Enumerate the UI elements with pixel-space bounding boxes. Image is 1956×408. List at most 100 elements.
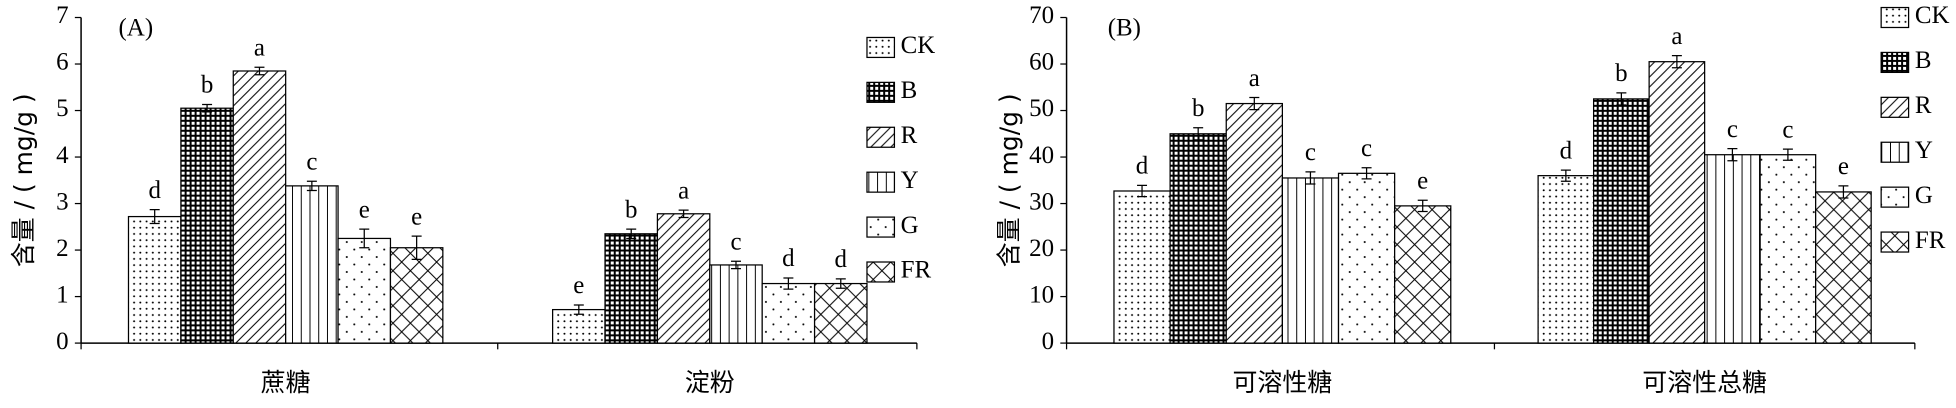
error-bar [678, 209, 689, 219]
y-tick-label: 0 [56, 328, 68, 355]
bar [232, 70, 287, 344]
significance-label: c [1361, 135, 1372, 162]
error-bar [1193, 127, 1204, 141]
legend-label: Y [1915, 137, 1933, 164]
legend-swatch [866, 171, 896, 193]
significance-label: c [730, 228, 741, 255]
error-bar [411, 235, 422, 260]
y-tick-label: 2 [56, 235, 68, 262]
bar [1592, 98, 1650, 344]
y-tick-label: 5 [56, 95, 68, 122]
significance-label: b [1615, 60, 1627, 87]
bar [1394, 205, 1452, 344]
error-bar [306, 180, 317, 192]
legend-label: G [901, 212, 919, 239]
significance-label: a [254, 35, 265, 62]
significance-label: e [1838, 153, 1849, 180]
error-bar [1361, 167, 1372, 180]
error-bar [1417, 199, 1428, 213]
error-bar [1782, 148, 1793, 161]
error-bar [149, 208, 160, 225]
error-bar [1137, 184, 1148, 198]
significance-label: a [678, 177, 689, 204]
error-bar [573, 304, 584, 315]
error-bar [202, 103, 213, 113]
legend-label: G [1915, 182, 1933, 209]
error-bar [1671, 55, 1682, 69]
legend-label: B [901, 77, 918, 104]
significance-label: e [359, 196, 370, 223]
bar [656, 213, 711, 344]
bar [1815, 191, 1872, 344]
error-bar [254, 66, 265, 76]
bar [1281, 177, 1340, 344]
significance-label: a [1671, 23, 1682, 50]
y-tick-label: 6 [56, 49, 68, 76]
significance-label: b [1192, 95, 1204, 122]
bar [709, 264, 763, 344]
bar [1337, 172, 1396, 344]
bar [813, 282, 868, 344]
error-bar [1727, 148, 1738, 162]
y-tick-label: 10 [1029, 281, 1054, 308]
bar [1759, 154, 1817, 344]
bar [1169, 133, 1227, 344]
error-bar [1249, 96, 1260, 111]
significance-label: d [782, 245, 795, 272]
legend-label: CK [901, 32, 936, 59]
y-tick-label: 1 [56, 281, 68, 308]
bar [180, 107, 234, 344]
bar [285, 185, 339, 344]
bar [604, 233, 659, 344]
y-tick-label: 3 [56, 188, 68, 215]
legend-swatch [866, 261, 896, 283]
x-tick-label: 可溶性总糖 [1642, 368, 1767, 397]
legend-swatch [1880, 51, 1910, 74]
bar [337, 237, 392, 344]
error-bar [731, 260, 741, 270]
significance-label: c [1305, 139, 1316, 166]
error-bar [1560, 169, 1571, 182]
legend-swatch [866, 126, 896, 148]
significance-label: d [835, 246, 848, 273]
legend-swatch [1880, 231, 1910, 253]
legend-label: FR [1915, 227, 1946, 254]
legend-swatch [1880, 186, 1910, 208]
y-tick-label: 60 [1029, 49, 1054, 76]
y-axis-label: 含量 / ( mg/g ) [9, 93, 38, 267]
significance-label: d [1560, 137, 1573, 164]
significance-label: e [573, 272, 584, 299]
significance-label: c [1727, 116, 1738, 143]
panel-label: (A) [119, 15, 154, 42]
y-axis-label: 含量 / ( mg/g ) [994, 93, 1023, 267]
legend-label: Y [901, 167, 919, 194]
y-tick-label: 7 [56, 2, 68, 29]
bar [761, 282, 816, 344]
x-tick-label: 淀粉 [685, 368, 735, 397]
panel-label: (B) [1108, 15, 1141, 42]
bar [1113, 190, 1171, 344]
error-bar [835, 278, 846, 289]
significance-label: d [1136, 153, 1149, 180]
legend-swatch [866, 216, 896, 238]
error-bar [1305, 171, 1316, 185]
error-bar [626, 228, 637, 240]
bar [1648, 61, 1706, 344]
y-tick-label: 0 [1042, 328, 1054, 355]
x-tick-label: 蔗糖 [261, 368, 311, 397]
significance-label: c [1782, 116, 1793, 143]
error-bar [359, 228, 370, 249]
significance-label: b [201, 72, 213, 99]
legend-swatch [1880, 141, 1910, 163]
bar [389, 247, 444, 344]
y-tick-label: 70 [1029, 2, 1054, 29]
legend-swatch [866, 36, 896, 59]
significance-label: e [411, 203, 422, 230]
x-tick-label: 可溶性糖 [1233, 368, 1333, 397]
y-tick-label: 50 [1029, 95, 1054, 122]
legend-label: CK [1915, 2, 1950, 29]
significance-label: e [1417, 168, 1428, 195]
y-tick-label: 40 [1029, 142, 1054, 169]
y-tick-label: 4 [56, 142, 69, 169]
